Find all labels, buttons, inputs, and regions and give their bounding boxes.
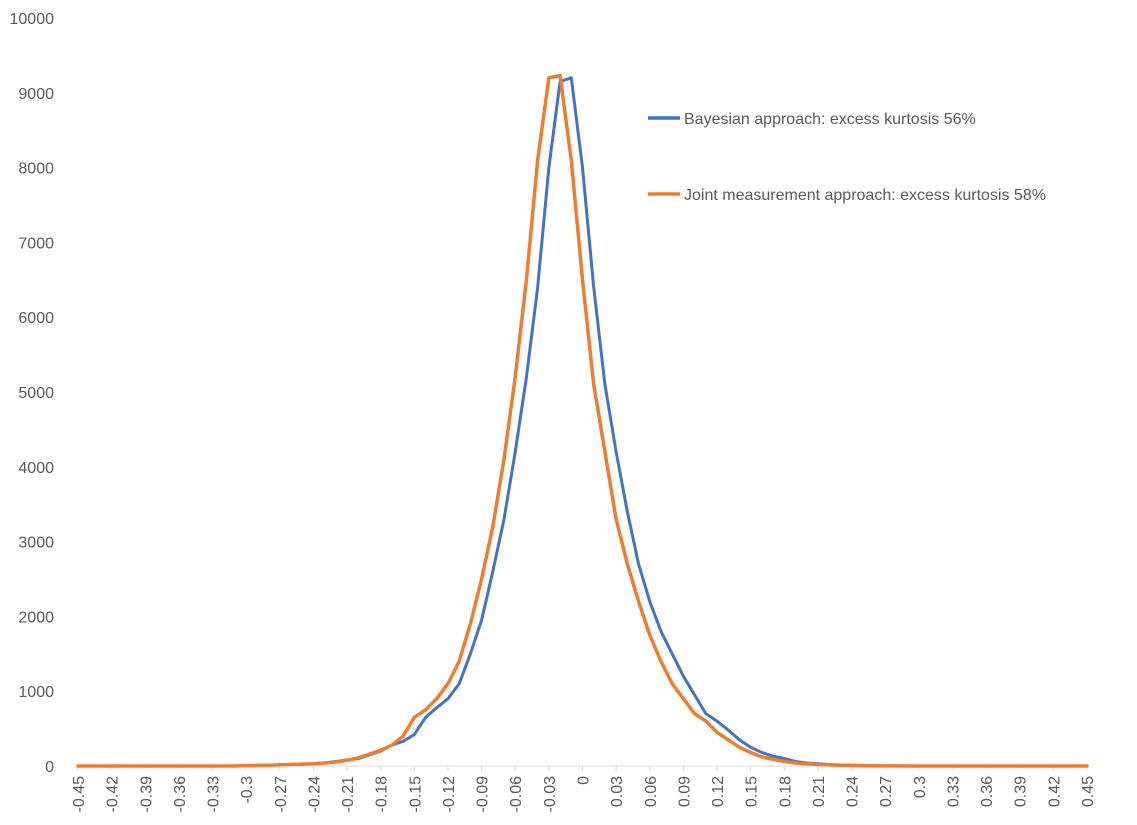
x-tick-label: 0.3	[912, 776, 929, 798]
x-tick-label: -0.18	[374, 776, 391, 813]
y-tick-label: 4000	[18, 460, 54, 477]
x-tick-label: 0.12	[710, 776, 727, 807]
x-tick-label: 0.33	[945, 776, 962, 807]
x-tick-label: -0.42	[105, 776, 122, 813]
y-tick-label: 8000	[18, 161, 54, 178]
y-tick-label: 3000	[18, 535, 54, 552]
x-tick-label: -0.33	[206, 776, 223, 813]
x-tick-label: 0	[576, 776, 593, 785]
x-axis: -0.45 -0.42 -0.39 -0.36 -0.33 -0.3 -0.27 -0.24-…	[71, 765, 1097, 813]
x-tick-label: 0.15	[744, 776, 761, 807]
y-tick-label: 9000	[18, 86, 54, 103]
y-tick-label: 7000	[18, 235, 54, 252]
y-tick-label: 5000	[18, 385, 54, 402]
x-tick-label: 0.03	[609, 776, 626, 807]
legend-label: Joint measurement approach: excess kurto…	[684, 187, 1046, 204]
x-tick-label: 0.42	[1046, 776, 1063, 807]
x-tick-label: -0.09	[475, 776, 492, 813]
series-line-bayesian	[76, 76, 1089, 768]
x-tick-label: -0.06	[508, 776, 525, 813]
x-tick-label: 0.36	[979, 776, 996, 807]
x-tick-label: 0.21	[811, 776, 828, 807]
y-tick-label: 6000	[18, 310, 54, 327]
legend-label: Bayesian approach: excess kurtosis 56%	[684, 111, 976, 128]
y-axis: 0 1000 2000 3000 4000 5000 6000 7000 8000 9000 100…	[10, 11, 55, 776]
x-tick-label: 0.27	[878, 776, 895, 807]
x-tick-label: -0.03	[542, 776, 559, 813]
x-tick-label: -0.21	[340, 776, 357, 813]
x-tick-label: -0.15	[407, 776, 424, 813]
x-tick-label: 0.09	[676, 776, 693, 807]
x-tick-label: -0.27	[273, 776, 290, 813]
x-tick-label: 0.06	[643, 776, 660, 807]
series-line-joint-measurement	[76, 73, 1089, 768]
x-tick-label: -0.45	[71, 776, 88, 813]
legend: Bayesian approach: excess kurtosis 56% Jo…	[648, 111, 1046, 204]
x-tick-label: -0.36	[172, 776, 189, 813]
x-tick-label: 0.24	[845, 776, 862, 807]
x-tick-label: -0.39	[138, 776, 155, 813]
x-tick-label: -0.3	[239, 776, 256, 804]
x-tick-label: 0.18	[777, 776, 794, 807]
y-tick-label: 10000	[10, 11, 55, 28]
x-tick-label: -0.12	[441, 776, 458, 813]
x-tick-label: -0.24	[306, 776, 323, 813]
y-tick-label: 2000	[18, 609, 54, 626]
y-tick-label: 1000	[18, 684, 54, 701]
y-tick-label: 0	[45, 759, 54, 776]
x-tick-label: 0.45	[1080, 776, 1097, 807]
series-lines	[76, 73, 1089, 768]
x-tick-label: 0.39	[1013, 776, 1030, 807]
